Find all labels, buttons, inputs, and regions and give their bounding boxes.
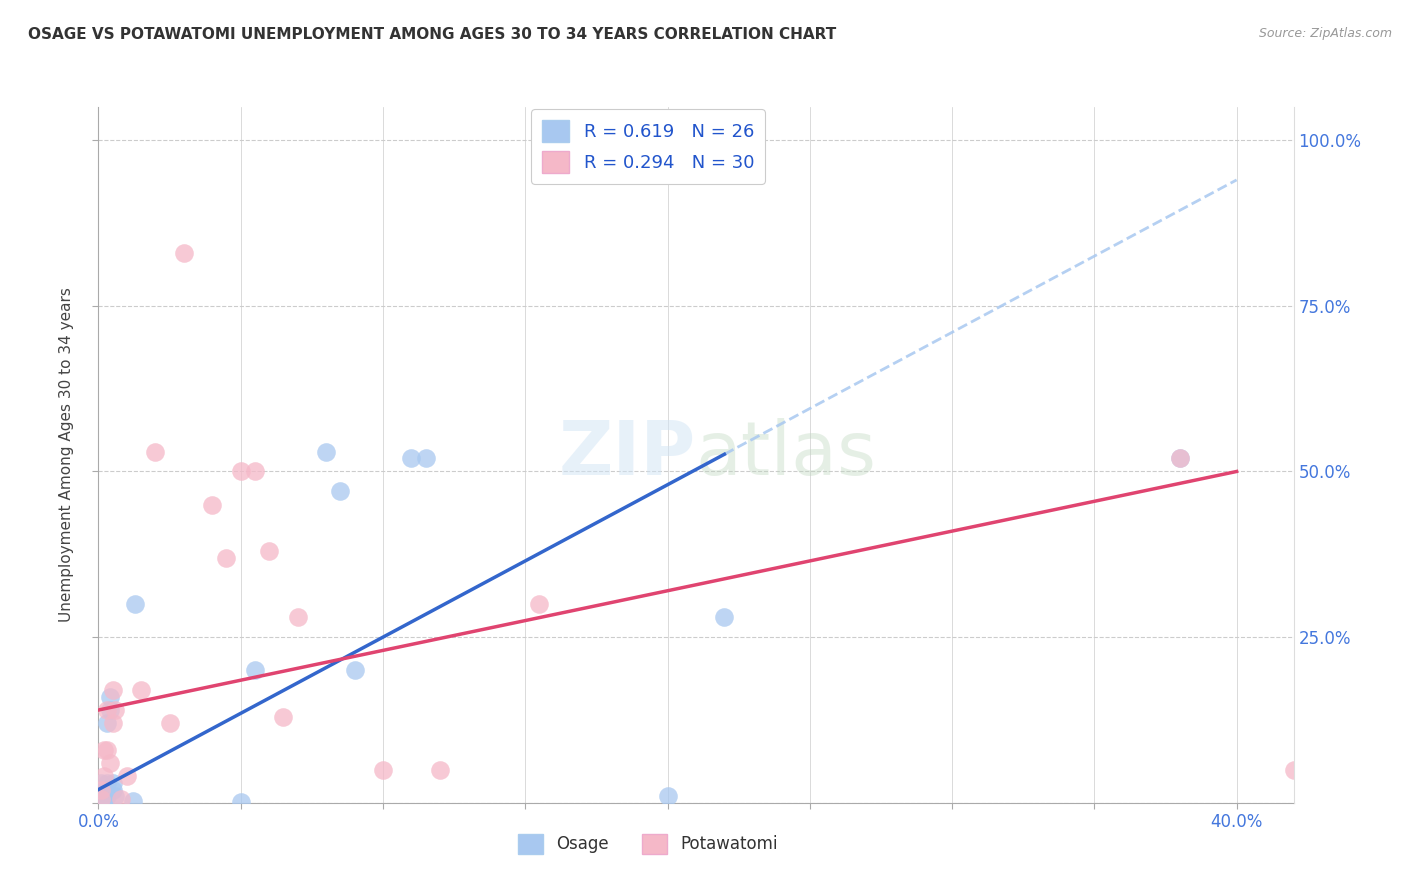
Point <box>90 792 112 806</box>
Point <box>96 776 118 790</box>
Point <box>93 792 115 806</box>
Point <box>1168 451 1191 466</box>
Point <box>90 776 112 790</box>
Point <box>93 769 115 783</box>
Legend: Osage, Potawatomi: Osage, Potawatomi <box>512 827 785 861</box>
Point <box>96 703 118 717</box>
Point <box>429 763 451 777</box>
Point <box>243 465 266 479</box>
Point <box>104 703 127 717</box>
Point <box>93 743 115 757</box>
Point <box>287 610 309 624</box>
Point <box>713 610 735 624</box>
Point <box>529 597 551 611</box>
Point <box>215 550 238 565</box>
Point <box>104 789 127 804</box>
Point <box>401 451 423 466</box>
Point <box>143 444 166 458</box>
Point <box>343 663 366 677</box>
Point <box>96 716 118 731</box>
Point <box>98 756 121 770</box>
Point <box>1282 763 1305 777</box>
Text: atlas: atlas <box>696 418 877 491</box>
Point <box>415 451 437 466</box>
Point <box>101 782 124 797</box>
Point <box>115 769 138 783</box>
Point <box>173 245 195 260</box>
Point <box>243 663 266 677</box>
Point <box>124 597 146 611</box>
Point <box>90 789 112 804</box>
Point <box>96 743 118 757</box>
Point <box>229 795 252 809</box>
Point <box>98 690 121 704</box>
Point <box>1168 451 1191 466</box>
Point <box>229 465 252 479</box>
Point <box>110 792 132 806</box>
Y-axis label: Unemployment Among Ages 30 to 34 years: Unemployment Among Ages 30 to 34 years <box>59 287 75 623</box>
Point <box>101 776 124 790</box>
Point <box>96 789 118 804</box>
Point <box>98 703 121 717</box>
Point <box>159 716 181 731</box>
Point <box>315 444 337 458</box>
Point <box>657 789 679 804</box>
Text: Source: ZipAtlas.com: Source: ZipAtlas.com <box>1258 27 1392 40</box>
Point <box>129 683 152 698</box>
Text: ZIP: ZIP <box>558 418 696 491</box>
Point <box>257 544 280 558</box>
Point <box>101 716 124 731</box>
Text: OSAGE VS POTAWATOMI UNEMPLOYMENT AMONG AGES 30 TO 34 YEARS CORRELATION CHART: OSAGE VS POTAWATOMI UNEMPLOYMENT AMONG A… <box>28 27 837 42</box>
Point <box>121 795 143 809</box>
Point <box>273 709 295 723</box>
Point <box>101 683 124 698</box>
Point <box>90 782 112 797</box>
Point <box>371 763 394 777</box>
Point <box>201 498 224 512</box>
Point <box>329 484 352 499</box>
